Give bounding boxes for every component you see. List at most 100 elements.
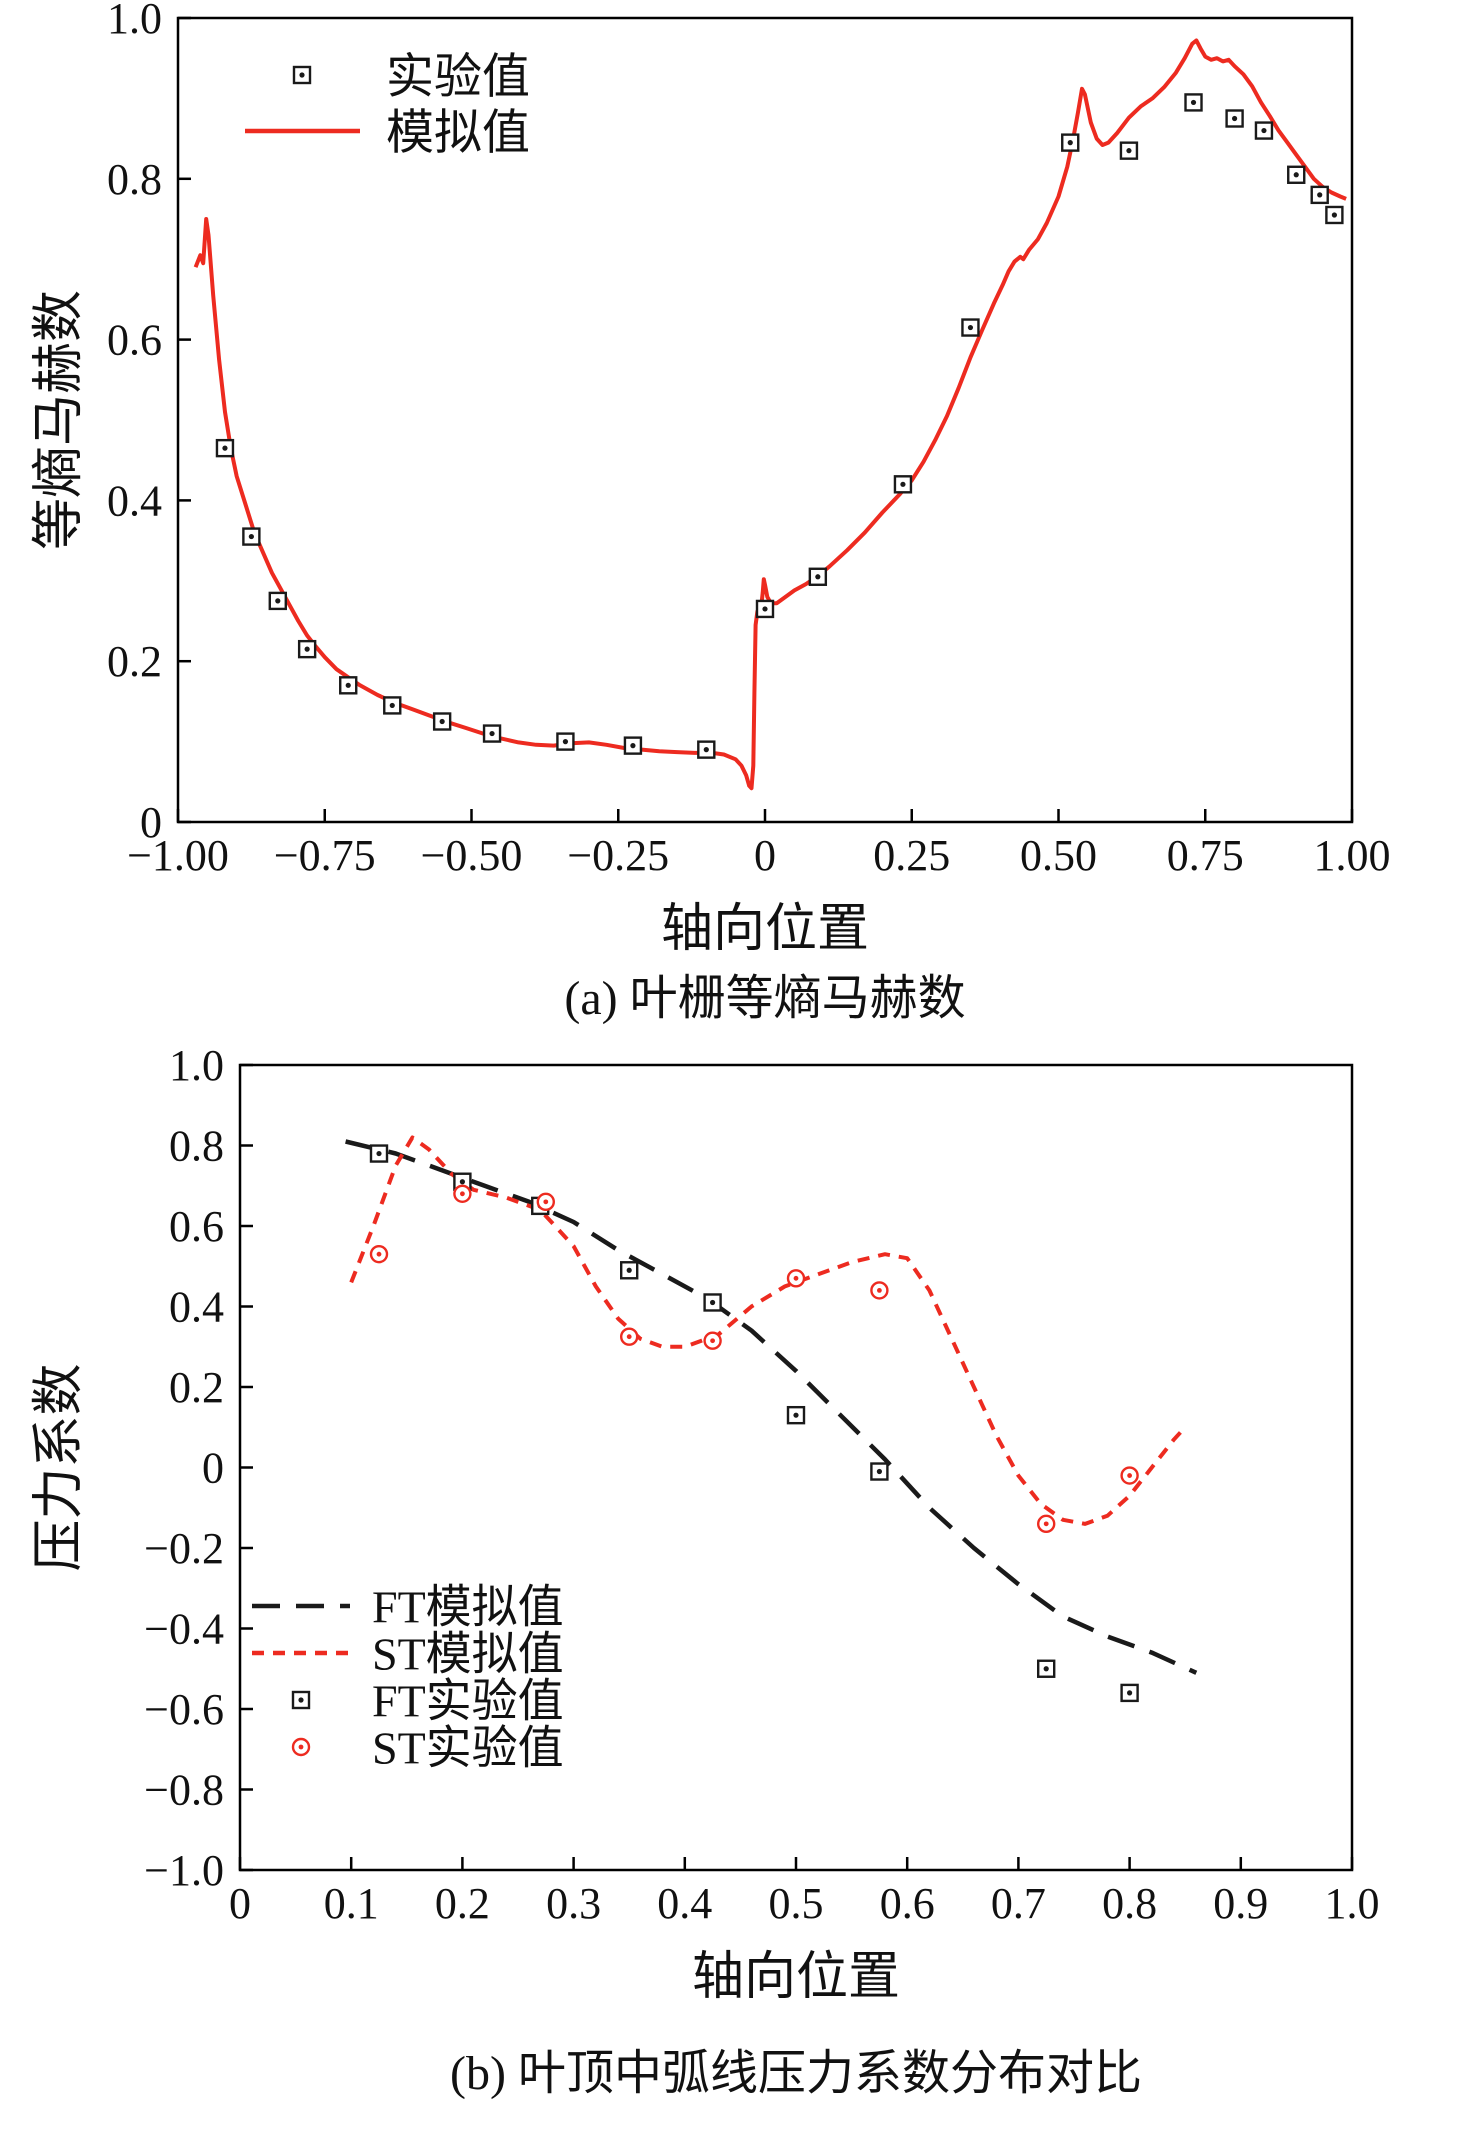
marker-dot [1043,1666,1049,1672]
x-axis-title: 轴向位置 [661,901,869,958]
series-line [349,1135,1187,1526]
marker-dot [877,1288,882,1293]
y-tick-label: −1.0 [144,1846,224,1895]
x-tick-label: −0.25 [567,831,669,880]
x-tick-label: 0.8 [1102,1879,1157,1928]
marker-dot [299,72,305,78]
x-tick-label: 0.9 [1213,1879,1268,1928]
marker-dot [626,1267,632,1273]
marker-dot [762,606,768,612]
marker-dot [248,533,254,540]
y-axis-title: 压力系数 [31,1363,88,1571]
x-tick-label: −0.50 [421,831,523,880]
y-tick-label: 0 [202,1443,224,1492]
marker-dot [793,1412,799,1418]
legend-label: 模拟值 [386,106,530,159]
chart-b-pressure-coefficient: 0 0.1 0.2 0.3 0.4 0.5 0.6 0.7 0.8 0.9 1.0−1.0−0.8−… [31,1050,1380,2006]
y-tick-label: 0.6 [169,1202,224,1251]
x-tick-label: 0.25 [873,831,950,880]
marker-dot [1127,1473,1132,1478]
x-axis: −1.00 −0.75 −0.50 −0.25 0 0.25 0.50 0.75 1.00 [127,809,1391,880]
marker-dot [703,747,709,753]
y-axis-title: 等熵马赫数 [31,290,88,550]
marker-dot [793,1275,799,1281]
marker-dot [562,739,569,745]
y-tick-label: −0.2 [144,1524,224,1573]
marker-dot [1261,127,1267,134]
y-tick-label: 0.2 [169,1363,224,1412]
x-axis: 0 0.1 0.2 0.3 0.4 0.5 0.6 0.7 0.8 0.9 1.0 [229,1857,1380,1928]
marker-dot [1043,1521,1049,1527]
legend-label: 实验值 [386,50,530,103]
y-axis: −1.0 −0.8 −0.6 −0.4 −0.2 0 0.2 0.4 0.6 0.8 1.0 [144,1050,253,1895]
marker-dot [376,1251,382,1257]
x-tick-label: 0.50 [1020,831,1097,880]
y-tick-label: −0.6 [144,1685,224,1734]
x-tick-label: 1.00 [1314,831,1391,880]
x-tick-label: 0.3 [546,1879,601,1928]
series-line [345,1139,1198,1675]
series-line [193,38,1347,791]
marker-dot [376,1150,382,1157]
x-tick-label: 0.6 [880,1879,935,1928]
series-line [345,1139,1198,1675]
marker-dot [710,1338,715,1344]
marker-dot [1067,140,1073,146]
chart-b-caption: (b) 叶顶中弧线压力系数分布对比 [450,2047,1142,2100]
marker-dot [439,718,445,725]
x-tick-label: −1.00 [127,831,229,880]
series-scatter [369,1184,1139,1534]
x-tick-label: 0 [754,831,776,880]
marker-dot [876,1468,883,1475]
marker-dot [626,1334,632,1340]
marker-dot [900,481,906,487]
marker-dot [1317,192,1323,198]
chart-a-caption: (a) 叶栅等熵马赫数 [564,972,966,1025]
marker-dot [345,682,351,688]
y-tick-label: 0.4 [169,1282,224,1331]
x-tick-label: 0.1 [324,1879,379,1928]
x-tick-label: 0.75 [1167,831,1244,880]
y-tick-label: −0.8 [144,1765,224,1814]
marker-dot [460,1191,465,1197]
y-tick-label: 0 [140,798,162,847]
x-tick-label: 1.0 [1325,1879,1380,1928]
series-scatter [215,93,1344,759]
y-tick-label: −0.4 [144,1604,224,1653]
x-tick-label: 0.5 [769,1879,824,1928]
y-tick-label: 1.0 [169,1050,224,1090]
marker-dot [1293,172,1299,178]
y-tick-label: 0.2 [107,637,162,686]
x-tick-label: 0 [229,1879,251,1928]
y-tick-label: 1.0 [107,0,162,43]
x-axis-title: 轴向位置 [692,1949,900,2006]
marker-dot [489,730,495,737]
marker-dot [967,324,974,331]
marker-dot [1331,212,1337,218]
legend-label: ST模拟值 [372,1629,564,1680]
legend-label: ST实验值 [372,1723,564,1774]
marker-dot [1232,115,1238,122]
y-tick-label: 0.6 [107,316,162,365]
x-tick-label: 0.4 [657,1879,712,1928]
legend-label: FT模拟值 [372,1582,564,1633]
series-line [193,38,1347,791]
marker-dot [710,1299,716,1306]
marker-dot [1127,1690,1133,1696]
marker-dot [543,1199,549,1205]
marker-dot [815,574,821,580]
marker-dot [389,702,395,709]
x-tick-label: 0.2 [435,1879,490,1928]
plot-frame [176,16,1354,824]
series-line [349,1135,1187,1526]
marker-dot [459,1179,465,1185]
marker-dot [304,646,310,652]
marker-dot [275,598,281,604]
y-tick-label: 0.8 [107,155,162,204]
chart-a-isentropic-mach: −1.00 −0.75 −0.50 −0.25 0 0.25 0.50 0.75 1.00 0 0.… [31,0,1391,958]
marker-dot [298,1744,304,1750]
y-tick-label: 0.4 [107,476,162,525]
